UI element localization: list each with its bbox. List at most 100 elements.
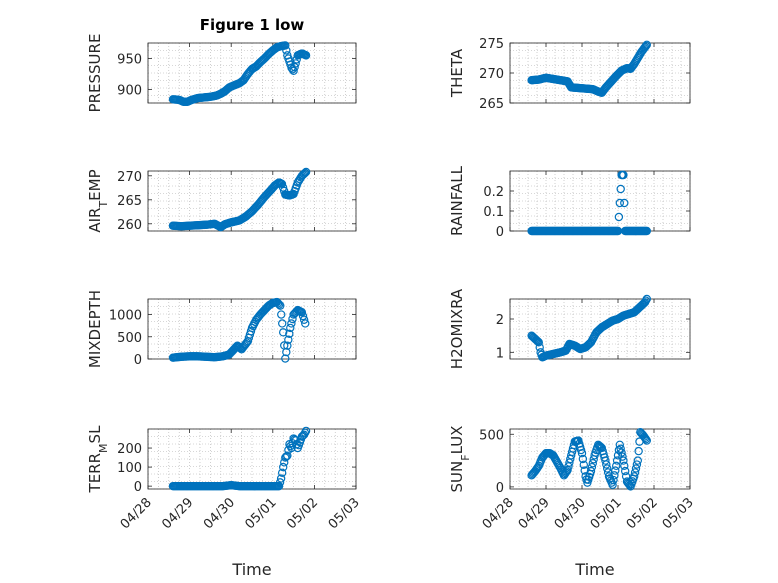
y-axis-label: THETA (448, 48, 466, 98)
x-axis-title-right: Time (574, 560, 614, 579)
axes-frame (147, 298, 357, 360)
data-marker (534, 338, 544, 347)
x-axis-title-left: Time (231, 560, 271, 579)
y-tick-label: 270 (479, 67, 504, 82)
data-marker (612, 456, 622, 465)
data-marker (274, 481, 284, 491)
data-marker (301, 51, 311, 60)
subplot-1: 265 270 275 THETA (448, 37, 691, 112)
data-marker (279, 462, 288, 472)
y-axis-label: RAINFALL (448, 165, 466, 236)
data-marker (289, 66, 298, 76)
y-axis-label: SUNFLUX (448, 426, 472, 493)
y-tick-label: 900 (117, 83, 142, 98)
data-marker (585, 338, 595, 348)
data-marker (619, 456, 628, 465)
data-marker (285, 329, 294, 339)
y-axis-label: TERRMSL (86, 425, 110, 494)
axes-frame (509, 428, 691, 490)
data-marker (642, 40, 652, 50)
subplot-4: 0 500 1000 MIXDEPTH (86, 290, 357, 368)
y-tick-label: 200 (117, 442, 142, 457)
data-marker (297, 308, 307, 317)
data-marker (301, 319, 310, 328)
y-tick-label: 0 (496, 225, 504, 240)
y-axis-label-part: LUX (448, 426, 466, 455)
data-marker (586, 466, 596, 476)
data-marker (631, 464, 641, 473)
figure-title: Figure 1 low (200, 16, 305, 34)
data-marker (619, 170, 628, 180)
data-marker (276, 474, 286, 483)
y-axis-label-part: TERR (86, 453, 104, 494)
data-marker (618, 452, 627, 461)
y-tick-label: 265 (479, 97, 504, 112)
x-tick-label: 05/03 (660, 495, 697, 532)
data-marker (282, 46, 291, 55)
subplot-5: 1 2 H2OMIXRA (448, 288, 691, 369)
x-tick-label: 04/29 (516, 495, 553, 532)
x-tick-label: 04/30 (552, 495, 589, 532)
data-marker (630, 468, 640, 477)
data-marker (281, 453, 290, 462)
data-marker (587, 462, 597, 472)
y-axis-label: PRESSURE (86, 34, 104, 113)
data-marker (533, 337, 543, 346)
y-tick-label: 500 (117, 331, 142, 346)
data-marker (301, 426, 311, 436)
data-marker (615, 198, 625, 208)
data-marker (279, 328, 288, 337)
data-marker (611, 466, 620, 475)
x-tick-label: 04/28 (118, 495, 155, 532)
data-marker (641, 435, 651, 444)
data-marker (617, 448, 626, 457)
data-marker (298, 311, 308, 321)
data-marker (277, 310, 286, 319)
y-axis-label: MIXDEPTH (86, 290, 104, 368)
y-tick-label: 0 (496, 481, 504, 496)
data-marker (642, 294, 652, 304)
data-marker (620, 461, 629, 471)
y-tick-label: 275 (479, 37, 504, 52)
y-axis-label: AIRTEMP (86, 169, 110, 232)
data-marker (562, 467, 571, 476)
data-marker (596, 442, 606, 452)
axes-frame (147, 42, 357, 104)
data-marker (278, 319, 287, 328)
data-marker (601, 456, 610, 465)
data-marker (235, 343, 244, 352)
subplot-0: 900 950 PRESSURE (86, 34, 357, 113)
data-marker (595, 442, 605, 451)
data-marker (639, 298, 649, 308)
data-marker (610, 471, 619, 480)
data-marker (300, 168, 310, 178)
data-marker (288, 314, 297, 324)
data-marker (609, 475, 618, 485)
data-marker (287, 319, 296, 328)
data-marker (283, 341, 292, 350)
data-marker (299, 169, 309, 179)
x-tick-label: 04/28 (480, 495, 517, 532)
y-tick-label: 100 (117, 461, 142, 476)
data-marker (284, 335, 293, 344)
data-marker (632, 460, 642, 469)
data-marker (531, 335, 541, 345)
subplot-3: 0 0.1 0.2 RAINFALL (448, 165, 691, 240)
data-marker (641, 41, 651, 51)
data-marker (633, 456, 643, 465)
y-tick-label: 0.1 (483, 205, 504, 220)
data-marker (602, 460, 611, 469)
axes-frame (147, 170, 357, 232)
x-tick-label: 05/01 (588, 495, 625, 532)
data-marker (579, 460, 589, 469)
x-tick-label: 05/03 (326, 495, 363, 532)
data-marker (603, 464, 612, 473)
data-marker (608, 480, 617, 489)
y-tick-label: 0.2 (483, 185, 504, 200)
y-axis-label-part: AIR (86, 208, 104, 233)
y-tick-label: 950 (117, 52, 142, 67)
data-marker (577, 449, 587, 458)
data-marker (276, 301, 285, 310)
y-tick-label: 260 (117, 218, 142, 233)
data-marker (634, 446, 643, 456)
